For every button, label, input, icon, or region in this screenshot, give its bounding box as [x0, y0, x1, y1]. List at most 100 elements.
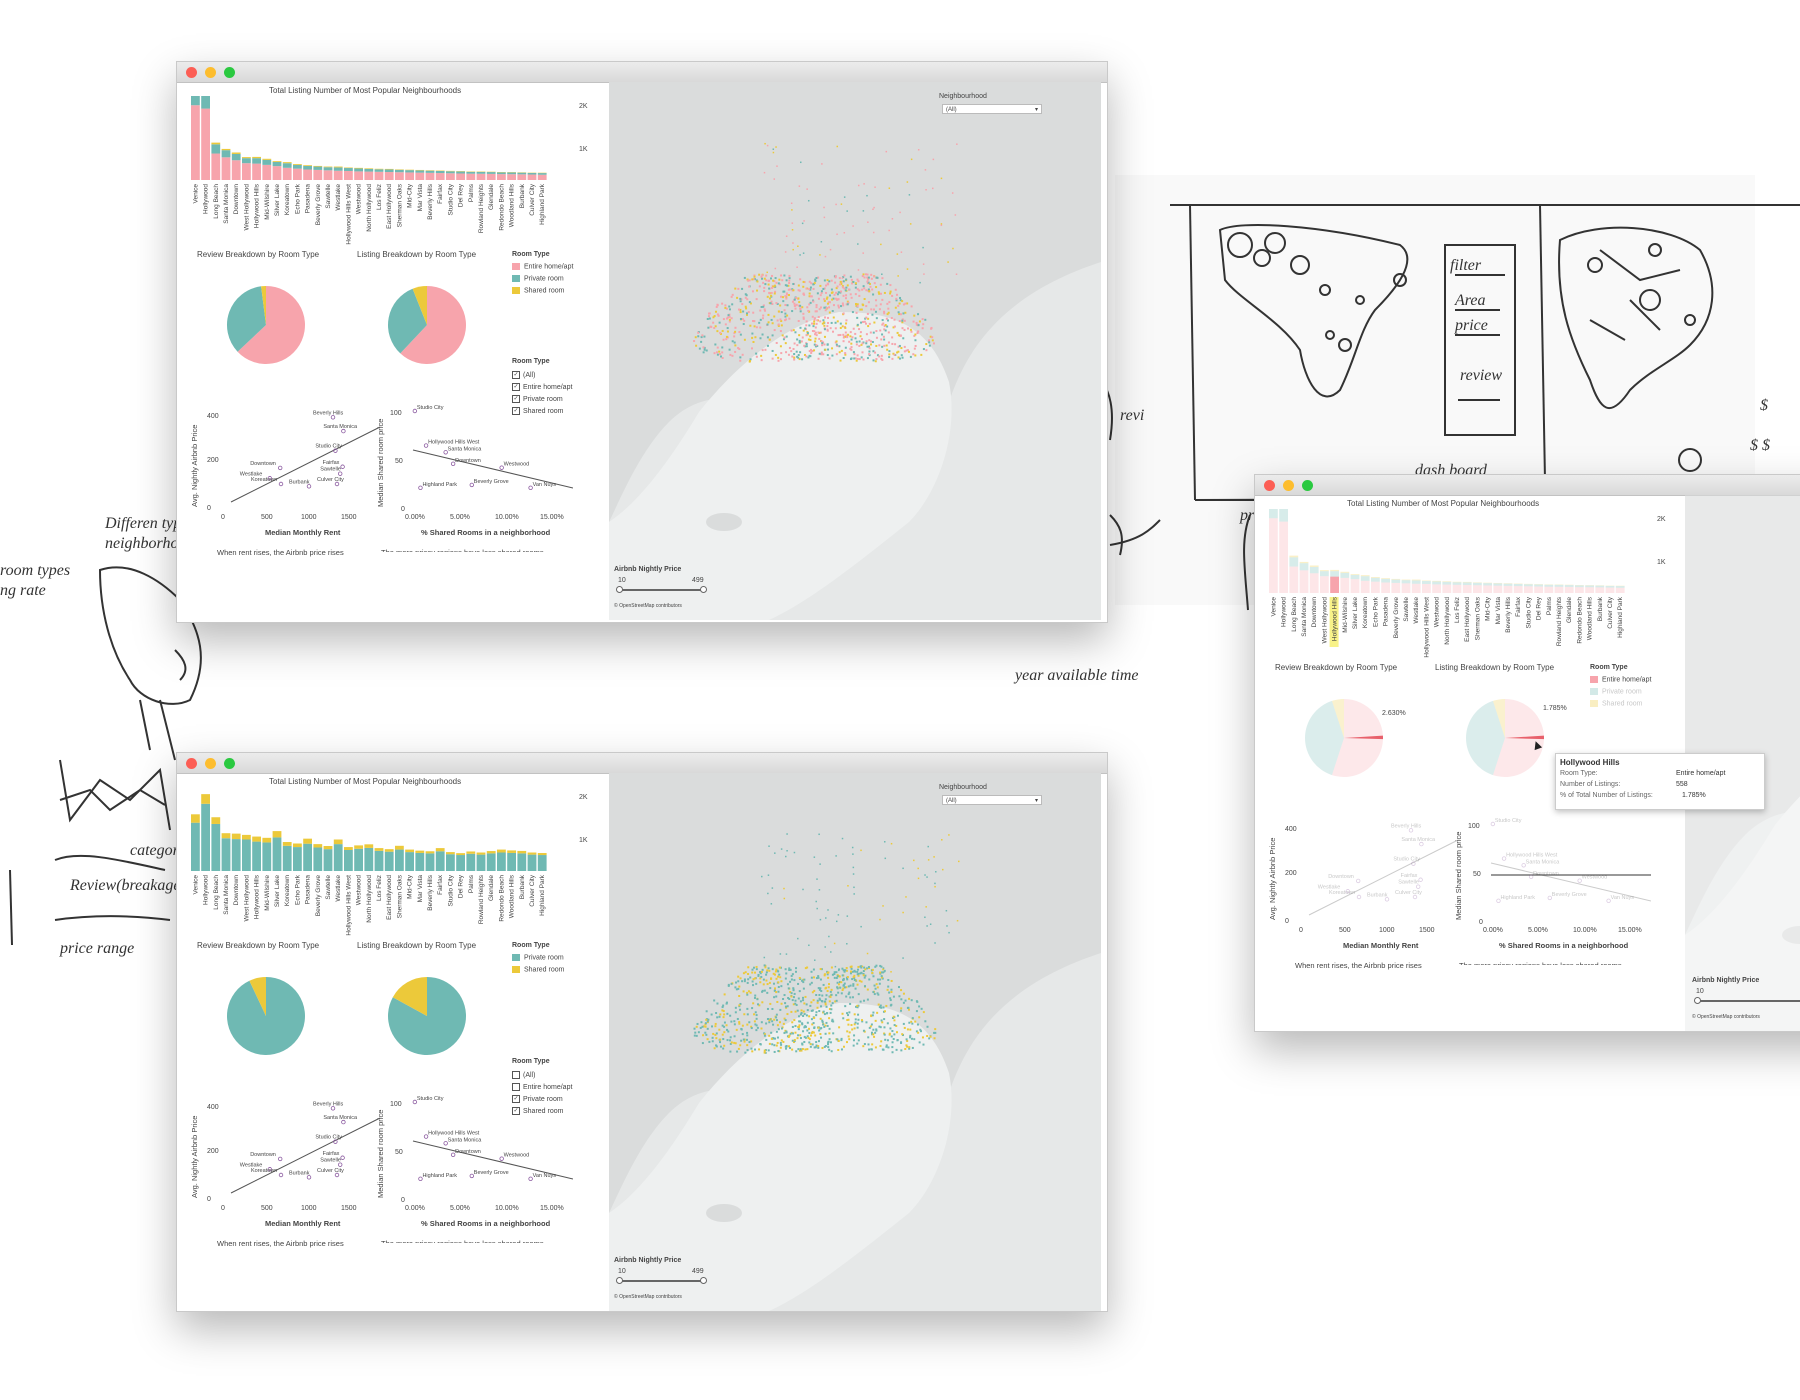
filter-option[interactable]: ✓ Entire home/apt [512, 383, 572, 391]
scatter-point[interactable] [334, 1172, 340, 1178]
bar-shared-room[interactable] [1452, 581, 1462, 583]
bar-private-room[interactable] [1595, 585, 1605, 588]
bar-private-room[interactable] [1391, 579, 1401, 583]
bar-private-room[interactable] [384, 169, 394, 173]
scatter-point[interactable] [469, 1173, 474, 1179]
bar-shared-room[interactable] [1401, 579, 1411, 581]
checkbox[interactable]: ✓ [512, 1095, 520, 1103]
bar-private-room[interactable] [221, 150, 231, 158]
scatter-point[interactable] [277, 1156, 283, 1162]
bar-entire-home-apt[interactable] [191, 105, 200, 180]
scatter-point[interactable] [277, 465, 283, 471]
bar-private-room[interactable] [344, 850, 353, 871]
price-slider[interactable] [618, 589, 702, 591]
bar-private-room[interactable] [405, 170, 414, 173]
scatter-point[interactable] [306, 1175, 312, 1180]
slider-handle-max[interactable] [700, 586, 707, 593]
bar-shared-room[interactable] [313, 844, 323, 848]
bar-shared-room[interactable] [313, 165, 323, 167]
bar-shared-room[interactable] [1422, 580, 1431, 582]
bar-private-room[interactable] [191, 96, 200, 106]
bar-entire-home-apt[interactable] [1462, 585, 1472, 593]
scatter-point[interactable] [1345, 889, 1350, 894]
bar-entire-home-apt[interactable] [323, 170, 333, 180]
bar-private-room[interactable] [1442, 581, 1452, 585]
bar-entire-home-apt[interactable] [456, 173, 465, 180]
bar-entire-home-apt[interactable] [497, 174, 506, 180]
bar-private-room[interactable] [1503, 583, 1513, 586]
scatter-point[interactable] [278, 481, 284, 487]
bar-shared-room[interactable] [1299, 561, 1309, 564]
bar-entire-home-apt[interactable] [1524, 586, 1533, 593]
bar-shared-room[interactable] [466, 851, 476, 854]
bar-private-room[interactable] [211, 144, 221, 154]
bar-entire-home-apt[interactable] [466, 173, 476, 180]
bar-shared-room[interactable] [333, 839, 343, 845]
filter-option[interactable]: ✓ (All) [512, 371, 535, 379]
bar-shared-room[interactable] [405, 849, 414, 853]
bar-private-room[interactable] [1544, 584, 1554, 587]
bar-private-room[interactable] [242, 158, 251, 164]
bar-entire-home-apt[interactable] [262, 164, 272, 180]
filter-option[interactable]: ✓ Private room [512, 395, 563, 403]
bar-private-room[interactable] [1422, 581, 1431, 584]
neighbourhood-dropdown[interactable]: (All) ▾ [942, 795, 1042, 805]
bar-private-room[interactable] [333, 844, 343, 871]
pie-slice[interactable] [388, 288, 427, 354]
bar-private-room[interactable] [242, 839, 251, 872]
checkbox[interactable] [512, 1071, 520, 1079]
map-canvas[interactable] [1685, 495, 1800, 1031]
bar-entire-home-apt[interactable] [1299, 570, 1309, 593]
bar-shared-room[interactable] [507, 850, 516, 853]
title-bar[interactable] [177, 753, 1107, 774]
bar-private-room[interactable] [323, 167, 333, 171]
close-button[interactable] [186, 67, 197, 78]
bar-entire-home-apt[interactable] [446, 173, 455, 180]
scatter-point[interactable] [330, 415, 336, 420]
bar-shared-room[interactable] [354, 167, 363, 169]
scatter-point[interactable] [1419, 841, 1424, 847]
bar-private-room[interactable] [201, 96, 210, 109]
bar-private-room[interactable] [252, 158, 261, 164]
bar-shared-room[interactable] [242, 157, 251, 159]
bar-entire-home-apt[interactable] [537, 174, 547, 180]
bar-private-room[interactable] [1452, 582, 1462, 585]
bar-shared-room[interactable] [435, 848, 445, 852]
bar-shared-room[interactable] [1381, 578, 1390, 579]
pie-slice[interactable] [1305, 700, 1344, 776]
bar-shared-room[interactable] [1411, 579, 1421, 581]
filter-option[interactable]: ✓ Shared room [512, 407, 563, 415]
bar-private-room[interactable] [1330, 571, 1339, 577]
bar-entire-home-apt[interactable] [1381, 582, 1390, 594]
bar-shared-room[interactable] [191, 814, 200, 823]
bar-entire-home-apt[interactable] [476, 173, 486, 180]
bar-entire-home-apt[interactable] [1371, 581, 1380, 593]
bar-private-room[interactable] [466, 853, 476, 871]
bar-shared-room[interactable] [1432, 580, 1441, 582]
bar-entire-home-apt[interactable] [211, 153, 221, 180]
bar-entire-home-apt[interactable] [1340, 577, 1350, 593]
scatter-point[interactable] [450, 461, 456, 466]
bar-private-room[interactable] [1401, 580, 1411, 584]
bar-entire-home-apt[interactable] [486, 173, 496, 180]
bar-shared-room[interactable] [476, 852, 486, 855]
bar-private-room[interactable] [486, 172, 496, 174]
bar-shared-room[interactable] [252, 836, 261, 842]
bar-shared-room[interactable] [211, 817, 221, 824]
bar-entire-home-apt[interactable] [1615, 587, 1625, 593]
bar-shared-room[interactable] [1340, 571, 1350, 573]
bar-entire-home-apt[interactable] [435, 173, 445, 180]
scatter-point[interactable] [267, 1167, 272, 1172]
bar-shared-room[interactable] [446, 852, 455, 855]
bar-private-room[interactable] [415, 852, 425, 871]
scatter-point[interactable] [1528, 874, 1534, 879]
bar-private-room[interactable] [1320, 571, 1329, 577]
bar-private-room[interactable] [1432, 581, 1441, 585]
bar-private-room[interactable] [1513, 583, 1523, 587]
bar-private-room[interactable] [486, 853, 496, 871]
checkbox[interactable]: ✓ [512, 395, 520, 403]
bar-entire-home-apt[interactable] [1544, 586, 1554, 593]
bar-entire-home-apt[interactable] [507, 174, 516, 180]
scatter-point[interactable] [443, 1141, 448, 1146]
bar-private-room[interactable] [344, 168, 353, 171]
